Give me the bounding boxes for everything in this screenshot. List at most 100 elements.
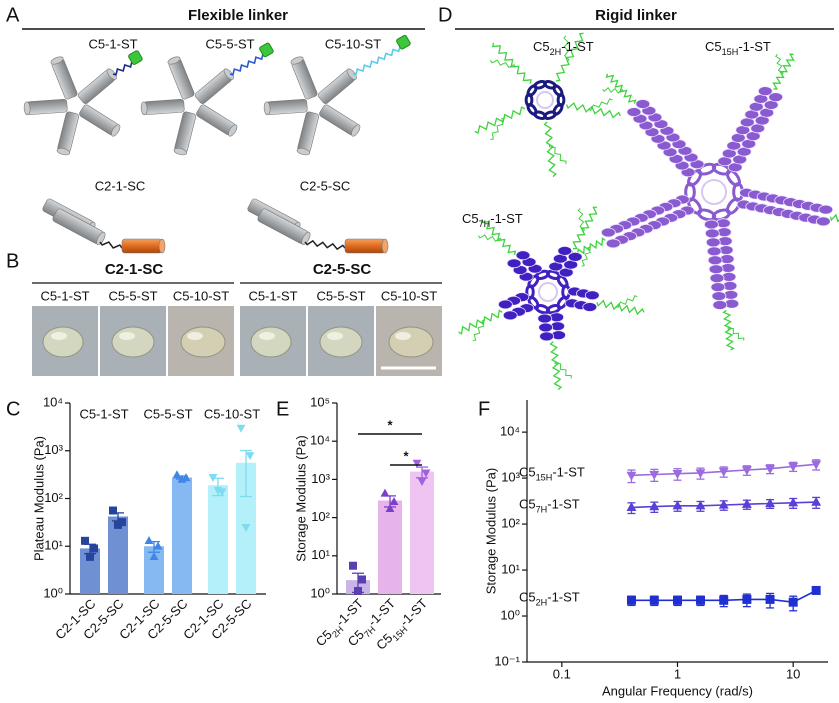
y-tick-label: 10¹ xyxy=(44,538,63,553)
helix xyxy=(705,237,721,248)
helix xyxy=(584,290,600,301)
gel xyxy=(388,326,434,358)
series-label: C52H-1-ST xyxy=(519,590,580,608)
structure-label-part: C5 xyxy=(705,39,722,54)
structure-label-part: C5 xyxy=(533,39,550,54)
point xyxy=(153,541,163,550)
point xyxy=(81,536,89,545)
tag-chain xyxy=(565,102,621,119)
helix xyxy=(538,322,554,333)
x-tick-label-part: -1-ST xyxy=(365,596,399,630)
cylinder-cap xyxy=(381,238,389,254)
gel-shine xyxy=(51,332,67,340)
point xyxy=(626,595,636,605)
point xyxy=(241,524,251,533)
panel-label: F xyxy=(478,398,490,420)
helix xyxy=(709,273,725,284)
star-label: C5-10-ST xyxy=(325,36,381,51)
cylinder-cap xyxy=(23,101,31,116)
structure-label: C515H-1-ST xyxy=(705,39,771,57)
helix xyxy=(707,255,723,266)
cylinder-cap xyxy=(301,231,311,246)
panel-title: Flexible linker xyxy=(188,7,288,24)
cylinder xyxy=(121,238,163,254)
helix xyxy=(711,291,727,301)
y-tick-label: 10² xyxy=(44,490,63,505)
point xyxy=(177,474,187,483)
gel xyxy=(319,326,363,358)
sample-label: C5-5-ST xyxy=(316,288,365,303)
y-tick-label: 10⁰ xyxy=(500,607,520,622)
star-arm xyxy=(167,56,195,100)
pore xyxy=(701,179,727,205)
point xyxy=(811,460,822,470)
helix xyxy=(539,331,555,342)
y-tick-label: 10⁴ xyxy=(310,433,330,448)
star-arm xyxy=(319,104,361,137)
point xyxy=(354,586,362,595)
cylinder xyxy=(57,111,80,153)
cylinder-cap xyxy=(96,231,106,246)
cylinder-cap xyxy=(50,56,64,65)
point xyxy=(695,469,706,479)
helix xyxy=(582,302,598,312)
cylinder-cap xyxy=(346,68,357,80)
x-tick-label: 0.1 xyxy=(553,666,571,681)
gel-shine xyxy=(395,332,411,340)
point xyxy=(385,503,395,512)
point xyxy=(389,496,399,505)
helix xyxy=(635,99,651,109)
tag-chain xyxy=(543,121,557,178)
star-arm xyxy=(290,56,318,100)
linker xyxy=(352,44,404,76)
helix xyxy=(703,219,719,230)
helix xyxy=(552,84,564,97)
structure-label-part: -1-ST xyxy=(561,39,594,54)
star-arm xyxy=(196,104,238,137)
linker xyxy=(229,52,267,76)
y-tick-label: 10¹ xyxy=(311,547,330,562)
helix xyxy=(712,300,728,310)
point xyxy=(672,470,683,480)
bar xyxy=(378,500,402,594)
structure-label-part: C5 xyxy=(462,211,479,226)
helix xyxy=(815,216,831,227)
tag-chain xyxy=(477,234,503,242)
tag-chain xyxy=(772,53,795,90)
bar xyxy=(208,485,228,594)
point xyxy=(358,575,366,584)
point xyxy=(213,486,223,495)
helix xyxy=(537,313,553,324)
cylinder-cap xyxy=(173,147,188,156)
helix xyxy=(626,107,642,117)
dimer-helix xyxy=(257,208,311,246)
y-axis-title: Storage Modulus (Pa) xyxy=(483,468,498,594)
point xyxy=(742,594,752,604)
point xyxy=(421,469,431,478)
tag-chain xyxy=(615,295,638,309)
point xyxy=(741,498,752,508)
group-title: C2-1-SC xyxy=(105,261,164,278)
cylinder-cap xyxy=(228,124,238,137)
helix xyxy=(567,251,583,262)
sample-label: C5-10-ST xyxy=(381,288,437,303)
significance-label: * xyxy=(387,417,393,432)
y-tick-label: 10⁴ xyxy=(500,424,520,439)
cylinder xyxy=(297,111,320,153)
cylinder-cap xyxy=(296,147,311,156)
point xyxy=(114,520,122,529)
legend-label: C5-10-ST xyxy=(204,406,260,421)
star-arm xyxy=(79,104,121,137)
point xyxy=(208,473,218,482)
tag-chain xyxy=(472,319,485,342)
star-arm xyxy=(194,68,234,104)
point xyxy=(788,462,799,472)
y-tick-label: 10³ xyxy=(501,470,520,485)
gel-shine xyxy=(119,332,135,340)
pore xyxy=(538,282,558,302)
cylinder xyxy=(143,98,185,115)
tag-chain xyxy=(775,53,784,76)
point xyxy=(788,597,798,607)
structure-label-part: -1-ST xyxy=(738,39,771,54)
